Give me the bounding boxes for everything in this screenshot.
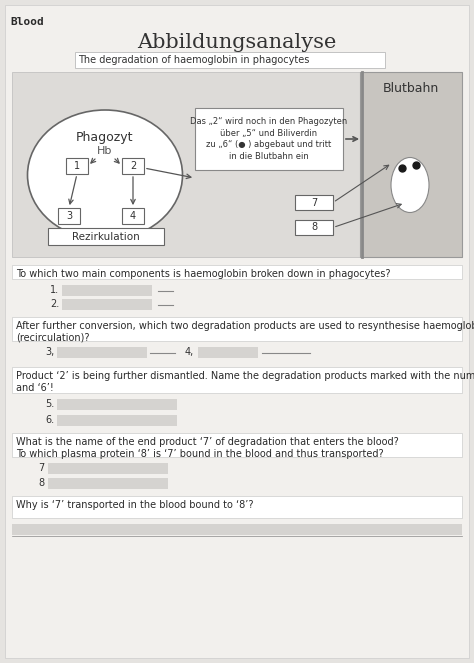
Ellipse shape	[391, 158, 429, 213]
Bar	[360, 72, 462, 257]
Text: 8: 8	[38, 478, 44, 488]
Bar	[12, 496, 462, 518]
Text: Why is ‘7’ transported in the blood bound to ‘8’?: Why is ‘7’ transported in the blood boun…	[16, 500, 254, 510]
Bar	[48, 228, 164, 245]
Ellipse shape	[27, 110, 182, 240]
Bar	[48, 463, 168, 474]
Text: 2.: 2.	[50, 299, 59, 309]
Text: Hb: Hb	[97, 146, 113, 156]
Text: 2: 2	[130, 161, 136, 171]
Text: Abbildungsanalyse: Abbildungsanalyse	[137, 32, 337, 52]
Text: 1.: 1.	[50, 285, 59, 295]
Text: Blood: Blood	[10, 17, 44, 27]
Bar	[198, 347, 258, 358]
Bar	[12, 367, 462, 393]
Text: Phagozyt: Phagozyt	[76, 131, 134, 143]
Text: 6.: 6.	[45, 415, 54, 425]
Text: 3,: 3,	[45, 347, 54, 357]
Text: 4: 4	[130, 211, 136, 221]
Bar	[12, 317, 462, 341]
Bar	[58, 208, 80, 224]
Bar	[295, 220, 333, 235]
Text: 7: 7	[38, 463, 44, 473]
Bar	[62, 299, 152, 310]
Text: Blutbahn: Blutbahn	[383, 82, 439, 95]
Bar	[12, 524, 462, 535]
Bar	[57, 415, 177, 426]
Bar	[66, 158, 88, 174]
Text: After further conversion, which two degradation products are used to resynthesis: After further conversion, which two degr…	[16, 321, 474, 343]
Text: 5.: 5.	[45, 399, 54, 409]
Text: 1: 1	[74, 161, 80, 171]
Bar	[12, 72, 462, 257]
Text: 4,: 4,	[185, 347, 194, 357]
Bar	[122, 208, 144, 224]
Text: The degradation of haemoglobin in phagocytes: The degradation of haemoglobin in phagoc…	[78, 55, 310, 65]
Bar	[12, 433, 462, 457]
Text: Das „2“ wird noch in den Phagozyten
über „5“ und Biliverdin
zu „6“ (● ) abgebaut: Das „2“ wird noch in den Phagozyten über…	[191, 117, 347, 161]
Bar	[57, 399, 177, 410]
Text: Product ‘2’ is being further dismantled. Name the degradation products marked wi: Product ‘2’ is being further dismantled.…	[16, 371, 474, 392]
Bar	[195, 108, 343, 170]
Bar	[12, 265, 462, 279]
Bar	[62, 285, 152, 296]
Text: 7: 7	[311, 198, 317, 208]
Bar	[295, 195, 333, 210]
Text: 8: 8	[311, 223, 317, 233]
Text: 3: 3	[66, 211, 72, 221]
Text: What is the name of the end product ‘7’ of degradation that enters the blood?
To: What is the name of the end product ‘7’ …	[16, 437, 399, 459]
Bar	[122, 158, 144, 174]
Bar	[48, 478, 168, 489]
Text: To which two main components is haemoglobin broken down in phagocytes?: To which two main components is haemoglo…	[16, 269, 391, 279]
Bar	[75, 52, 385, 68]
Bar	[57, 347, 147, 358]
Text: Rezirkulation: Rezirkulation	[72, 231, 140, 241]
